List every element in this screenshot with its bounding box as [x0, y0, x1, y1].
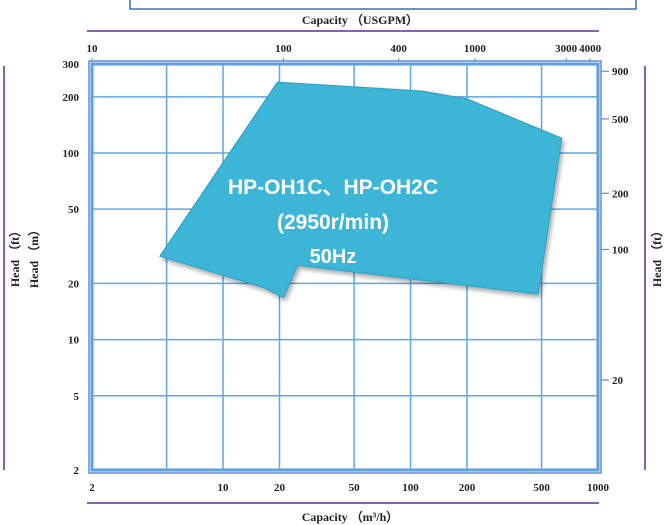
- bottom-tick-label: 2: [89, 482, 95, 494]
- left-tick-label: 300: [63, 59, 80, 71]
- top-tick-label: 400: [390, 43, 407, 55]
- top-tick-label: 10: [87, 43, 99, 55]
- tick-labels: 2 10 20 50 100 200 500 1000 10 100 400 1000 3000 4000…: [63, 43, 630, 494]
- bottom-tick-label: 10: [218, 482, 230, 494]
- top-tick-label: 3000: [555, 43, 578, 55]
- right-tick-label: 500: [612, 114, 629, 126]
- left-tick-label: 2: [74, 465, 80, 477]
- top-tick-label: 100: [275, 43, 292, 55]
- performance-region: [159, 81, 563, 299]
- right-tick-label: 900: [612, 66, 629, 78]
- right-tick-label: 100: [612, 244, 629, 256]
- right-axis-title: Head （ft）: [649, 225, 664, 287]
- header-box: [129, 0, 637, 10]
- bottom-tick-label: 20: [274, 482, 286, 494]
- region-label-line: 50Hz: [310, 246, 357, 268]
- top-tick-label: 1000: [464, 43, 487, 55]
- plot-frame-outer: [88, 60, 602, 474]
- region-label-line: HP-OH1C、HP-OH2C: [228, 176, 438, 199]
- left-tick-label: 20: [68, 278, 80, 290]
- left-tick-label: 5: [74, 391, 80, 403]
- right-tick-label: 200: [612, 188, 629, 200]
- left-tick-label: 200: [63, 92, 80, 104]
- bottom-tick-label: 100: [402, 482, 419, 494]
- bottom-tick-label: 50: [349, 482, 361, 494]
- left-tick-label: 50: [68, 204, 80, 216]
- right-tick-label: 20: [612, 375, 624, 387]
- top-axis-title: Capacity （USGPM）: [302, 12, 418, 27]
- left-axis-title-inner: Head （m）: [26, 224, 41, 288]
- left-tick-label: 100: [63, 148, 80, 160]
- bottom-tick-label: 1000: [587, 482, 610, 494]
- left-tick-label: 10: [68, 335, 80, 347]
- bottom-axis-title: Capacity （m³/h）: [302, 509, 399, 524]
- region-layer: HP-OH1C、HP-OH2C (2950r/min) 50Hz: [159, 81, 563, 299]
- region-label-line: (2950r/min): [277, 211, 389, 234]
- bottom-tick-label: 500: [533, 482, 550, 494]
- bottom-tick-label: 200: [459, 482, 476, 494]
- top-tick-label: 4000: [579, 43, 602, 55]
- left-axis-title-outer: Head （ft）: [7, 225, 22, 287]
